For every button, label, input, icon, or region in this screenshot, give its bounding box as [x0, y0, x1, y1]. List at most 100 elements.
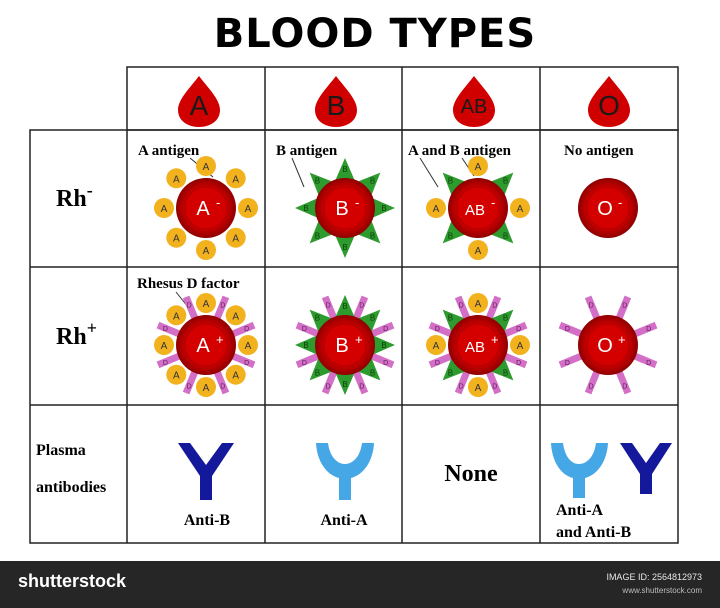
- red-cell-center: [456, 186, 500, 230]
- a-antigen-marker: [196, 377, 216, 397]
- rhesus-d-letter: D: [516, 326, 521, 333]
- cell-o-pos: D D D D D D D D O +: [558, 295, 658, 395]
- rhesus-d-letter: D: [326, 384, 331, 391]
- rhesus-d-marker: [182, 295, 200, 323]
- grid-lines: [29, 66, 679, 544]
- image-id: IMAGE ID: 2564812973: [606, 572, 702, 582]
- rhesus-d-marker: [156, 321, 184, 339]
- row-label-rh-positive: Rh+: [56, 318, 97, 350]
- rhesus-d-marker: [454, 367, 472, 395]
- b-antigen-letter: B: [503, 232, 508, 241]
- b-antigen-letter: B: [503, 176, 508, 185]
- b-antigen-letter: B: [370, 176, 375, 185]
- b-antigen-letter: B: [315, 232, 320, 241]
- b-antigen-marker: [489, 172, 514, 197]
- cell-label: AB: [465, 339, 485, 356]
- a-antigen-letter: A: [475, 162, 482, 173]
- a-antigen-letter: A: [232, 371, 239, 382]
- antibody-label-o-col-line1: Anti-A: [556, 502, 604, 519]
- a-antigen-marker: [196, 240, 216, 260]
- cell-rh-sign: -: [355, 195, 359, 210]
- antibody-anti-b-icon-o: [620, 443, 672, 494]
- rhesus-d-letter: D: [622, 384, 627, 391]
- a-antigen-marker: [154, 335, 174, 355]
- b-antigen-letter: B: [303, 341, 308, 350]
- cell-ab-neg: B B B B A A A A AB -: [426, 156, 530, 260]
- rhesus-d-marker: [428, 321, 456, 339]
- rhesus-d-marker: [212, 295, 230, 323]
- cell-rh-sign: -: [216, 195, 220, 210]
- a-antigen-marker: [238, 335, 258, 355]
- b-antigen-marker: [309, 172, 334, 197]
- rhesus-d-marker: [367, 351, 395, 369]
- cell-label: A: [196, 335, 210, 357]
- b-antigen-marker: [356, 172, 381, 197]
- b-antigen-marker: [309, 309, 334, 334]
- b-antigen-marker: [309, 356, 334, 381]
- rhesus-d-marker: [321, 367, 339, 395]
- cell-rh-sign: +: [216, 332, 224, 347]
- a-antigen-marker: [166, 227, 187, 248]
- a-antigen-marker: [166, 364, 187, 385]
- antibody-label-ab-col: None: [444, 461, 498, 487]
- rhesus-d-letter: D: [435, 360, 440, 367]
- cell-rh-sign: -: [491, 195, 495, 210]
- rhesus-d-marker: [584, 295, 602, 323]
- rhesus-d-letter: D: [244, 326, 249, 333]
- rhesus-d-marker: [484, 367, 502, 395]
- rhesus-d-letter: D: [646, 326, 651, 333]
- a-antigen-marker: [225, 305, 246, 326]
- rhesus-d-letter: D: [359, 384, 364, 391]
- b-antigen-letter: B: [342, 302, 347, 311]
- a-antigen-letter: A: [203, 383, 210, 394]
- rhesus-d-marker: [428, 351, 456, 369]
- a-antigen-marker: [225, 168, 246, 189]
- b-antigen-marker: [489, 356, 514, 381]
- label-a-antigen: A antigen: [138, 143, 200, 159]
- a-antigen-letter: A: [161, 341, 168, 352]
- rhesus-d-letter: D: [220, 384, 225, 391]
- drop-type-o: O: [588, 76, 630, 127]
- cell-label: B: [335, 198, 348, 220]
- a-antigen-letter: A: [433, 341, 440, 352]
- b-antigen-marker: [371, 197, 395, 219]
- cell-o-neg: O-: [578, 178, 638, 238]
- b-antigen-marker: [334, 234, 356, 258]
- a-antigen-letter: A: [245, 341, 252, 352]
- rhesus-d-marker: [228, 351, 256, 369]
- rhesus-d-marker: [584, 367, 602, 395]
- rhesus-d-marker: [182, 367, 200, 395]
- rhesus-d-marker: [484, 295, 502, 323]
- rhesus-d-letter: D: [516, 360, 521, 367]
- a-antigen-marker: [225, 364, 246, 385]
- rhesus-d-letter: D: [302, 360, 307, 367]
- b-antigen-marker: [442, 172, 467, 197]
- cell-label: A: [196, 198, 210, 220]
- rhesus-d-letter: D: [622, 302, 627, 309]
- drop-label-o: O: [598, 90, 620, 121]
- rhesus-d-marker: [614, 295, 632, 323]
- a-antigen-marker: [426, 335, 446, 355]
- rhesus-d-letter: D: [492, 302, 497, 309]
- b-antigen-letter: B: [315, 369, 320, 378]
- brand-logo: shutterstock: [18, 571, 127, 591]
- b-antigen-marker: [356, 356, 381, 381]
- a-antigen-marker: [468, 156, 488, 176]
- cell-label: AB: [465, 202, 485, 219]
- b-antigen-marker: [356, 219, 381, 244]
- a-antigen-letter: A: [245, 204, 252, 215]
- a-antigen-letter: A: [475, 299, 482, 310]
- a-antigen-letter: A: [517, 204, 524, 215]
- drop-label-b: B: [327, 90, 346, 121]
- rhesus-d-marker: [630, 321, 658, 339]
- b-antigen-marker: [334, 158, 356, 182]
- a-antigen-marker: [166, 168, 187, 189]
- cell-rh-sign: +: [355, 332, 363, 347]
- row-label-plasma: Plasma: [36, 442, 86, 459]
- b-antigen-letter: B: [315, 176, 320, 185]
- rhesus-d-letter: D: [187, 384, 192, 391]
- label-b-antigen: B antigen: [276, 143, 338, 159]
- antibody-label-b-col: Anti-A: [320, 512, 368, 529]
